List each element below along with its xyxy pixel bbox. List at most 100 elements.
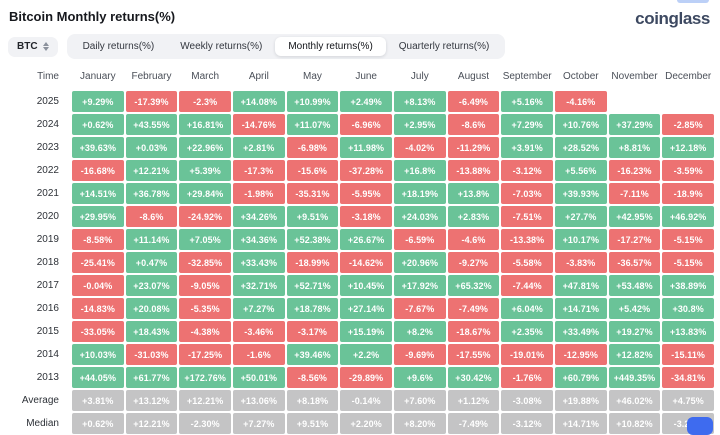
column-header-january: January [80,71,116,82]
return-cell: +34.26% [233,206,285,227]
return-cell: +8.18% [286,390,339,411]
return-cell: -7.11% [608,183,661,204]
return-cell: +2.49% [340,91,392,112]
return-cell: -6.98% [286,137,339,158]
return-cell: +39.93% [555,183,607,204]
return-cell: -29.89% [340,367,392,388]
table-row-2018: 2018 -25.41% +0.47% -32.85% +33.43% -18.99% -1… [0,252,714,273]
return-cell: +47.81% [555,275,607,296]
column-header-july: July [410,71,429,82]
table-row-2013: 2013 +44.05% +61.77% +172.76% +50.01% -8.56% -… [0,367,714,388]
coinglass-logo[interactable]: coinglass [635,9,710,28]
symbol-selector[interactable]: BTC [8,36,58,57]
return-cell: +11.14% [125,229,178,250]
return-cell: +19.88% [555,390,607,411]
return-cell: +7.27% [233,298,285,319]
return-cell: -6.59% [394,229,446,250]
return-cell: +15.19% [340,321,392,342]
return-cell: -11.29% [447,137,500,158]
return-cell: +5.39% [179,160,231,181]
return-cell: +14.08% [233,91,285,112]
tab-daily-returns[interactable]: Daily returns(%) [82,41,155,52]
return-cell-empty [609,91,661,112]
return-cell: -25.41% [72,252,124,273]
return-cell: +30.42% [447,367,500,388]
return-cell: +10.03% [72,344,124,365]
return-cell: -5.35% [179,298,231,319]
toolbar: BTC Daily returns(%) Weekly returns(%) M… [8,34,720,59]
return-cell: -7.67% [394,298,446,319]
return-cell: -3.59% [662,160,714,181]
table-header-row: Time January February March April May June July… [0,67,714,89]
return-cell: +13.83% [662,321,714,342]
row-label-2014: 2014 [36,349,59,360]
column-header-october: October [563,71,599,82]
return-cell: +26.67% [340,229,392,250]
table-row-2021: 2021 +14.51% +36.78% +29.84% -1.98% -35.31% -5… [0,183,714,204]
cropped-top-banner [677,0,709,3]
return-cell: -5.95% [340,183,392,204]
return-cell: +16.8% [394,160,446,181]
return-cell: +2.35% [501,321,553,342]
return-cell: -4.16% [555,91,607,112]
table-row-2015: 2015 -33.05% +18.43% -4.38% -3.46% -3.17% +15.… [0,321,714,342]
tab-weekly-returns[interactable]: Weekly returns(%) [180,41,263,52]
return-cell: +52.38% [286,229,339,250]
return-cell: -3.83% [555,252,607,273]
return-cell: -4.38% [179,321,231,342]
return-cell: +8.81% [608,137,661,158]
return-cell: -19.01% [501,344,553,365]
column-header-august: August [457,71,490,82]
return-cell: +5.42% [608,298,661,319]
return-cell: -7.51% [501,206,553,227]
tab-monthly-returns[interactable]: Monthly returns(%) [275,37,386,56]
return-cell: -2.85% [662,114,714,135]
return-cell: +10.82% [608,413,661,434]
row-label-2023: 2023 [36,142,59,153]
return-cell: +172.76% [179,367,231,388]
return-cell: +7.27% [233,413,285,434]
return-cell: -14.76% [233,114,285,135]
return-cell: -35.31% [286,183,339,204]
return-cell: +9.29% [72,91,124,112]
return-cell: -5.15% [662,252,714,273]
table-row-2024: 2024 +0.62% +43.55% +16.81% -14.76% +11.07% -6… [0,114,714,135]
return-cell: -15.11% [662,344,714,365]
return-cell: +6.04% [501,298,553,319]
table-row-2023: 2023 +39.63% +0.03% +22.96% +2.81% -6.98% +11.… [0,137,714,158]
row-label-2019: 2019 [36,234,59,245]
return-cell: -6.96% [340,114,392,135]
return-cell: -8.58% [72,229,124,250]
return-cell: -17.3% [233,160,285,181]
return-cell: +52.71% [286,275,339,296]
return-cell: +10.45% [340,275,392,296]
return-cell: -14.62% [340,252,392,273]
chat-widget-button[interactable] [687,417,713,435]
return-cell: -8.6% [125,206,178,227]
return-cell: +20.08% [125,298,178,319]
return-cell: +18.78% [286,298,339,319]
return-cell: +9.51% [286,413,339,434]
return-cell: -6.49% [447,91,500,112]
return-cell: +27.14% [340,298,392,319]
returns-table-body: 2025 +9.29% -17.39% -2.3% +14.08% +10.99% +2.4… [0,91,714,434]
return-cell: -7.44% [501,275,553,296]
row-label-2018: 2018 [36,257,59,268]
table-row-2025: 2025 +9.29% -17.39% -2.3% +14.08% +10.99% +2.4… [0,91,714,112]
column-header-december: December [665,71,712,82]
column-header-november: November [611,71,658,82]
return-cell: +37.29% [608,114,661,135]
return-cell: +50.01% [233,367,285,388]
return-cell: -16.68% [72,160,124,181]
return-cell: +13.8% [447,183,500,204]
return-cell: +32.71% [233,275,285,296]
return-cell: +1.12% [447,390,500,411]
return-cell: +42.95% [608,206,661,227]
return-cell: -31.03% [125,344,178,365]
tab-quarterly-returns[interactable]: Quarterly returns(%) [398,41,490,52]
return-cell: +11.98% [340,137,392,158]
return-cell: +7.05% [179,229,231,250]
return-cell: +0.47% [125,252,178,273]
return-cell: -3.12% [501,413,553,434]
return-cell: -4.6% [447,229,500,250]
